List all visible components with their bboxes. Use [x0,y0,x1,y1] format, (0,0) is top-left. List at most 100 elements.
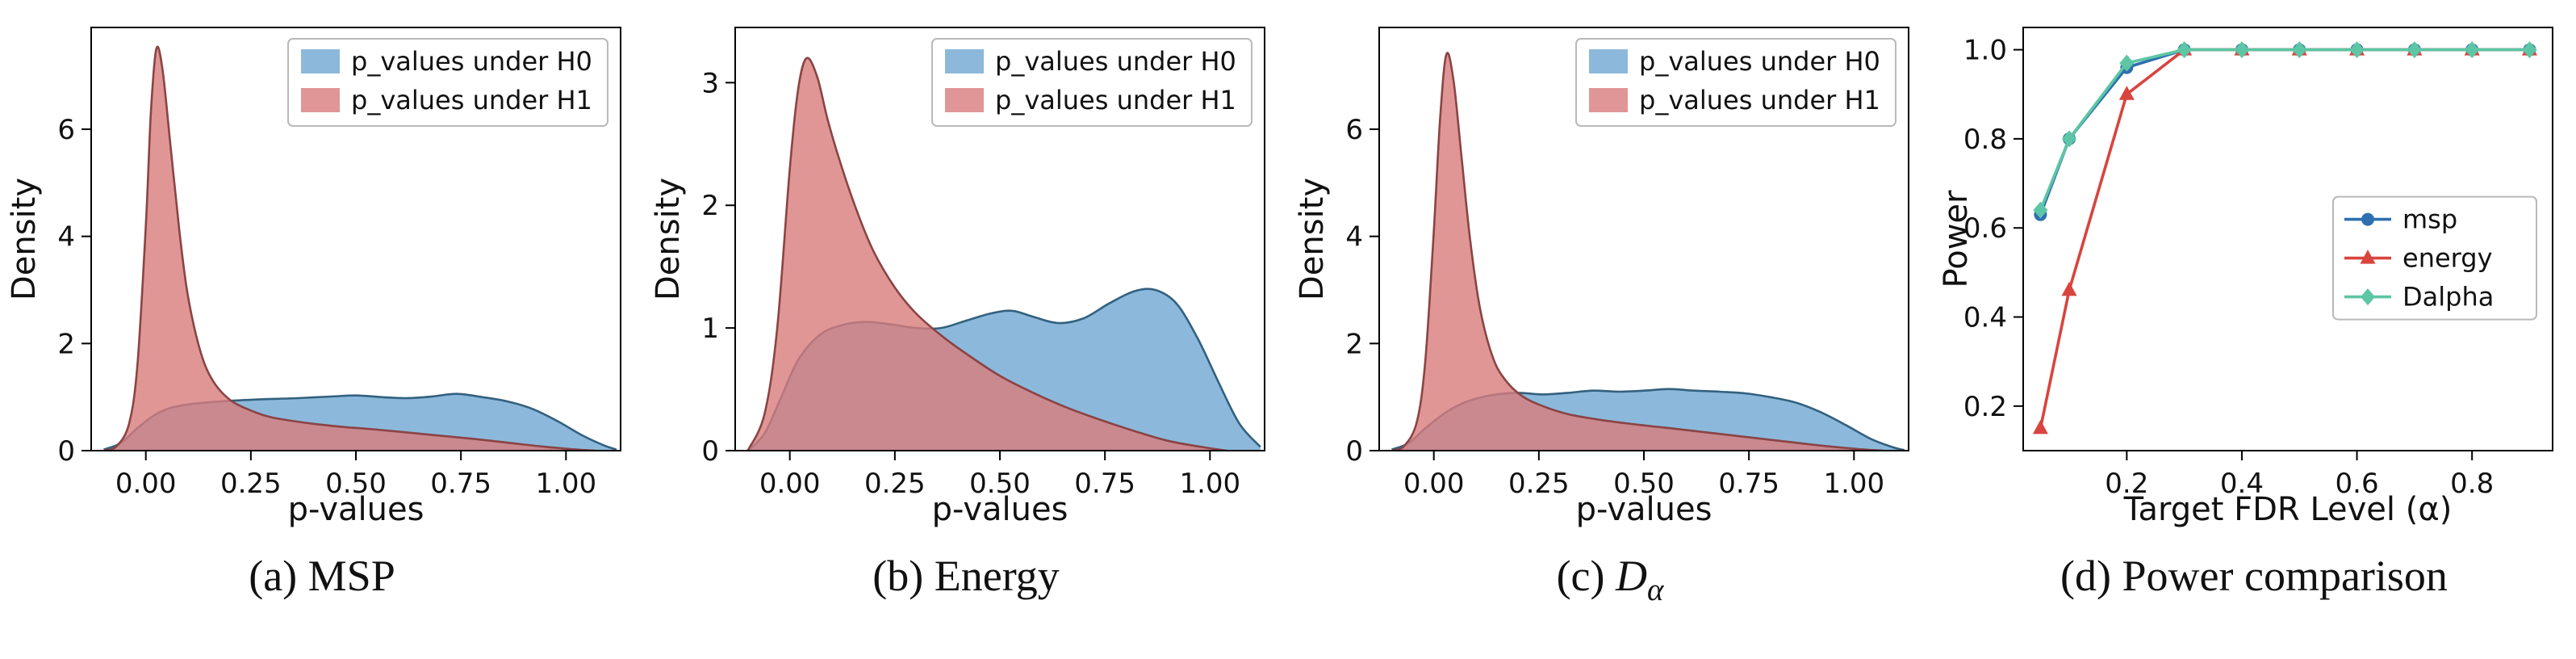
caption-segment: (d) Power comparison [2060,552,2448,600]
x-axis-label: p-values [1576,491,1712,528]
x-tick-label: 0.4 [2220,468,2264,500]
x-tick-label: 0.6 [2336,468,2379,500]
density-line-H1 [746,57,1227,451]
legend-label: p_values under H1 [995,85,1236,115]
y-tick-label: 0.8 [1963,124,2007,156]
caption-segment: (c) [1556,552,1616,600]
y-tick-label: 2 [1345,328,1363,360]
y-tick-label: 0 [1345,435,1363,468]
diamond-marker [2119,54,2135,72]
figure-panel: 0.00 0.25 0.50 0.75 1.00 0 2 4 6 p-values Density p… [7,15,2576,608]
chart-dalpha: 0.00 0.25 0.50 0.75 1.00 0 2 4 6 p-values Density p… [1288,15,1932,608]
diamond-marker [2033,201,2048,219]
x-tick-label: 0.8 [2450,468,2494,500]
x-tick-label: 0.25 [220,468,282,500]
density-area-H1 [747,57,1227,451]
series-layer [103,45,617,451]
x-tick-label: 0.00 [1403,468,1465,500]
circle-marker [2361,212,2374,226]
line-msp [2039,48,2530,216]
x-tick-label: 0.50 [325,468,387,500]
y-tick-label: 6 [1345,114,1363,146]
y-tick-label: 0.2 [1963,391,2007,423]
diamond-marker [2062,130,2077,148]
diamond-marker [2177,41,2192,59]
x-axis-label: Target FDR Level (α) [2123,491,2453,528]
caption-power-comparison: (d) Power comparison [2060,551,2448,601]
legend-patch [1589,49,1628,73]
x-tick-label: 0.75 [430,468,491,500]
chart-power-comparison: 0.2 0.4 0.6 0.8 0.2 0.4 0.6 0.8 1.0 Target FDR Le… [1932,15,2576,608]
triangle-marker [2032,419,2048,434]
y-tick-label: 0.4 [1963,302,2007,334]
density-area-H1 [1391,52,1884,451]
legend-label: p_values under H0 [995,46,1236,77]
dalpha-density-plot: 0.00 0.25 0.50 0.75 1.00 0 2 4 6 p-values Density p… [1295,27,1909,528]
legend-label: p_values under H1 [1639,85,1880,115]
density-line-H1 [1391,52,1884,451]
power-comparison-plot: 0.2 0.4 0.6 0.8 0.2 0.4 0.6 0.8 1.0 Target FDR Le… [1939,27,2553,528]
legend: p_values under H0 p_values under H1 [1575,38,1896,127]
series-layer [746,57,1261,451]
diamond-marker [2465,41,2480,59]
series-layer [2032,41,2537,434]
x-tick-label: 0.00 [115,468,177,500]
legend: p_values under H0 p_values under H1 [931,38,1252,127]
x-tick-label: 1.00 [1823,468,1884,500]
x-tick-label: 0.50 [969,468,1031,500]
line-Dalpha [2039,48,2530,211]
triangle-marker [2360,250,2376,264]
caption-segment: (a) MSP [249,552,395,600]
x-tick-label: 0.2 [2105,468,2148,500]
legend-label: p_values under H0 [351,46,592,77]
density-line-H1 [103,45,596,451]
legend-label: msp [2402,204,2457,235]
plot-border [2022,27,2553,451]
caption-segment: (b) Energy [872,552,1060,600]
legend-patch [945,49,984,73]
legend-label: Dalpha [2402,282,2494,313]
y-tick-label: 1 [701,313,719,345]
x-tick-label: 0.75 [1718,468,1779,500]
caption-msp: (a) MSP [249,551,395,601]
legend-label: p_values under H0 [1639,46,1880,77]
caption-dalpha: (c) Dα [1557,551,1664,608]
diamond-marker [2522,41,2537,59]
y-tick-label: 0 [701,435,719,468]
triangle-marker [2118,86,2135,100]
x-tick-label: 0.25 [1508,468,1570,500]
y-tick-label: 4 [1345,221,1363,254]
x-tick-label: 1.00 [1179,468,1240,500]
diamond-marker [2407,41,2422,59]
caption-segment: D [1616,552,1648,600]
caption-segment: α [1647,572,1664,607]
legend-box [287,38,608,127]
y-tick-label: 3 [701,67,719,99]
x-axis-label: p-values [932,491,1068,528]
legend-patch [301,88,340,112]
diamond-marker [2349,41,2365,59]
legend: p_values under H0 p_values under H1 [287,38,608,127]
energy-density-plot: 0.00 0.25 0.50 0.75 1.00 0 1 2 3 p-values Density p… [651,27,1265,528]
legend-patch [301,49,340,73]
legend-box [2332,195,2537,321]
diamond-marker [2361,288,2375,306]
x-tick-label: 0.00 [759,468,821,500]
y-tick-label: 2 [57,328,75,360]
legend-patch [1589,88,1628,112]
y-tick-label: 1.0 [1963,35,2007,67]
y-axis-label: Power [1939,190,1975,288]
msp-density-plot: 0.00 0.25 0.50 0.75 1.00 0 2 4 6 p-values Density p… [7,27,621,528]
series-layer [1391,52,1905,451]
legend-box [931,38,1252,127]
legend-patch [945,88,984,112]
y-tick-label: 0 [57,435,75,468]
y-tick-label: 2 [701,190,719,222]
x-axis-label: p-values [288,491,424,528]
diamond-marker [2234,41,2249,59]
diamond-marker [2292,41,2307,59]
legend: msp energy Dalpha [2332,195,2537,321]
y-tick-label: 0.6 [1963,212,2007,245]
caption-energy: (b) Energy [872,551,1059,601]
y-axis-label: Density [651,178,687,300]
